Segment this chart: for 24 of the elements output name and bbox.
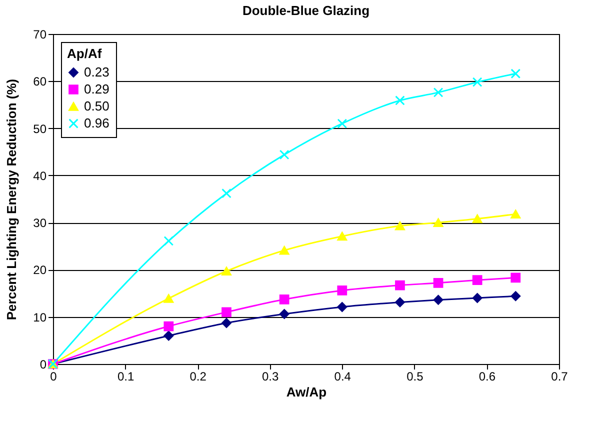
y-tick-label: 70 [33, 28, 47, 42]
x-tick-label: 0.6 [478, 370, 496, 384]
x-tick-label: 0 [50, 370, 58, 384]
x-axis-title: Aw/Ap [286, 384, 327, 400]
legend-label: 0.23 [84, 64, 110, 80]
x-tick-label: 0.5 [406, 370, 424, 384]
y-tick-label: 0 [40, 358, 47, 372]
legend-label: 0.96 [84, 116, 110, 130]
legend-title: Ap/Af [67, 46, 102, 61]
x-tick-label: 0.4 [334, 370, 352, 384]
y-tick-label: 50 [33, 122, 47, 136]
y-axis-title: Percent Lighting Energy Reduction (%) [4, 78, 20, 320]
y-tick-label: 40 [33, 168, 47, 183]
y-tick-label: 20 [33, 263, 47, 278]
legend-label: 0.29 [84, 82, 110, 96]
x-tick-label: 0.7 [551, 370, 568, 384]
chart-title: Double-Blue Glazing [242, 3, 370, 18]
x-tick-label: 0.1 [117, 370, 134, 384]
y-tick-label: 60 [33, 74, 47, 89]
x-tick-label: 0.3 [262, 370, 280, 384]
x-tick-label: 0.2 [190, 370, 207, 384]
y-tick-label: 10 [33, 310, 47, 324]
y-tick-label: 30 [33, 216, 47, 230]
legend-label: 0.50 [84, 98, 110, 114]
